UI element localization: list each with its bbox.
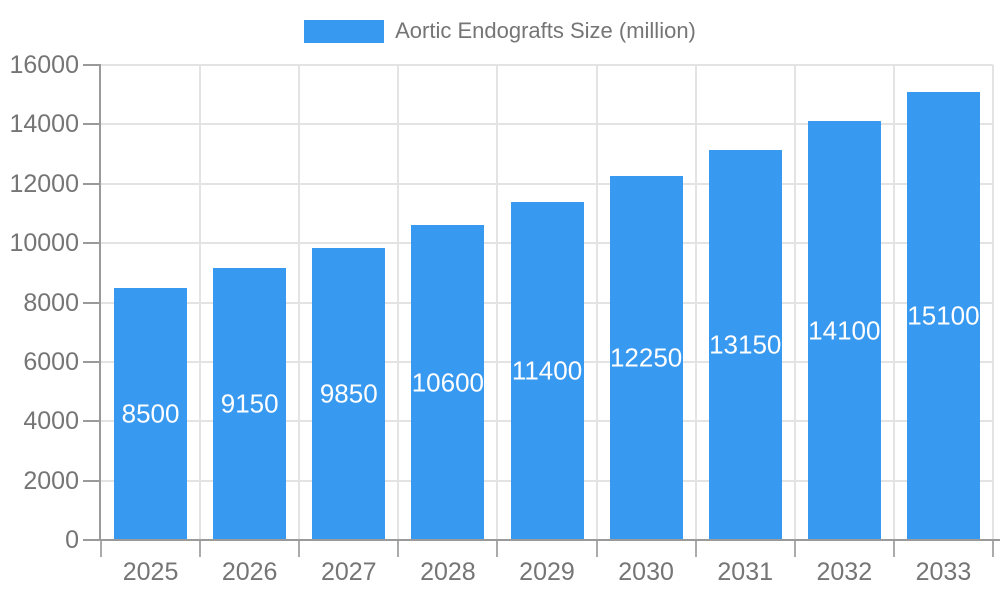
x-tick-label: 2028 (420, 558, 476, 586)
v-gridline (595, 65, 598, 540)
bar-value-label: 13150 (709, 329, 782, 360)
y-tick (83, 539, 101, 541)
v-gridline (298, 65, 301, 540)
bar-value-label: 14100 (808, 315, 881, 346)
y-tick-label: 10000 (9, 229, 79, 258)
bar-value-label: 9150 (220, 388, 279, 419)
x-tick (595, 541, 598, 557)
y-tick-label: 4000 (23, 407, 79, 436)
x-tick-label: 2031 (717, 558, 774, 586)
v-gridline (694, 65, 697, 540)
y-tick (83, 479, 101, 482)
x-tick (892, 541, 895, 557)
y-tick-label: 12000 (9, 169, 79, 198)
x-tick (992, 541, 994, 557)
h-gridline (101, 123, 993, 126)
v-gridline (496, 65, 499, 540)
y-tick (83, 64, 101, 66)
bar[interactable]: 9150 (213, 268, 287, 540)
legend[interactable]: Aortic Endografts Size (million) (0, 18, 1000, 44)
bar[interactable]: 13150 (708, 149, 782, 540)
plot-area: 8500 9150 9850 10600 11400 12250 13150 14100 151… (101, 64, 994, 540)
x-tick (793, 541, 796, 557)
x-tick (298, 541, 301, 557)
bar-value-label: 9850 (319, 378, 378, 409)
v-gridline (793, 65, 796, 540)
bar[interactable]: 11400 (510, 201, 584, 540)
y-tick (83, 123, 101, 126)
x-tick (100, 541, 102, 557)
x-tick-label: 2033 (915, 558, 972, 586)
bar[interactable]: 12250 (609, 176, 683, 540)
x-tick-label: 2026 (221, 558, 278, 586)
x-tick (397, 541, 400, 557)
x-tick-label: 2032 (816, 558, 873, 586)
bar[interactable]: 8500 (114, 287, 188, 540)
legend-swatch-icon (304, 19, 385, 43)
y-tick (83, 242, 101, 245)
y-tick-label: 6000 (23, 347, 79, 376)
x-tick (496, 541, 499, 557)
bar-value-label: 10600 (411, 367, 485, 398)
bar-value-label: 12250 (609, 342, 683, 373)
bar-value-label: 11400 (511, 355, 583, 386)
x-tick-label: 2029 (519, 558, 575, 586)
x-tick-label: 2030 (618, 558, 674, 586)
y-tick (83, 420, 101, 423)
y-tick (83, 301, 101, 304)
v-gridline (397, 65, 400, 540)
bar[interactable]: 15100 (906, 91, 980, 540)
y-tick-label: 16000 (9, 51, 79, 79)
bar[interactable]: 9850 (312, 247, 386, 540)
y-tick (83, 182, 101, 185)
bar[interactable]: 10600 (411, 225, 485, 540)
y-tick (83, 360, 101, 363)
x-tick (199, 541, 202, 557)
h-gridline (101, 64, 993, 66)
v-gridline (892, 65, 895, 540)
y-tick-label: 14000 (9, 110, 79, 139)
x-axis-line (92, 539, 1000, 541)
bar-value-label: 15100 (907, 300, 980, 331)
v-gridline (199, 65, 202, 540)
bar-value-label: 8500 (121, 398, 180, 429)
v-gridline (992, 65, 994, 540)
h-gridline (101, 182, 993, 185)
x-tick-label: 2027 (320, 558, 377, 586)
x-tick (694, 541, 697, 557)
x-tick-label: 2025 (122, 558, 179, 586)
y-tick-label: 8000 (23, 288, 79, 317)
legend-label: Aortic Endografts Size (million) (395, 18, 696, 43)
y-tick-label: 2000 (23, 466, 79, 495)
y-tick-label: 0 (65, 526, 79, 554)
bar[interactable]: 14100 (807, 121, 881, 540)
